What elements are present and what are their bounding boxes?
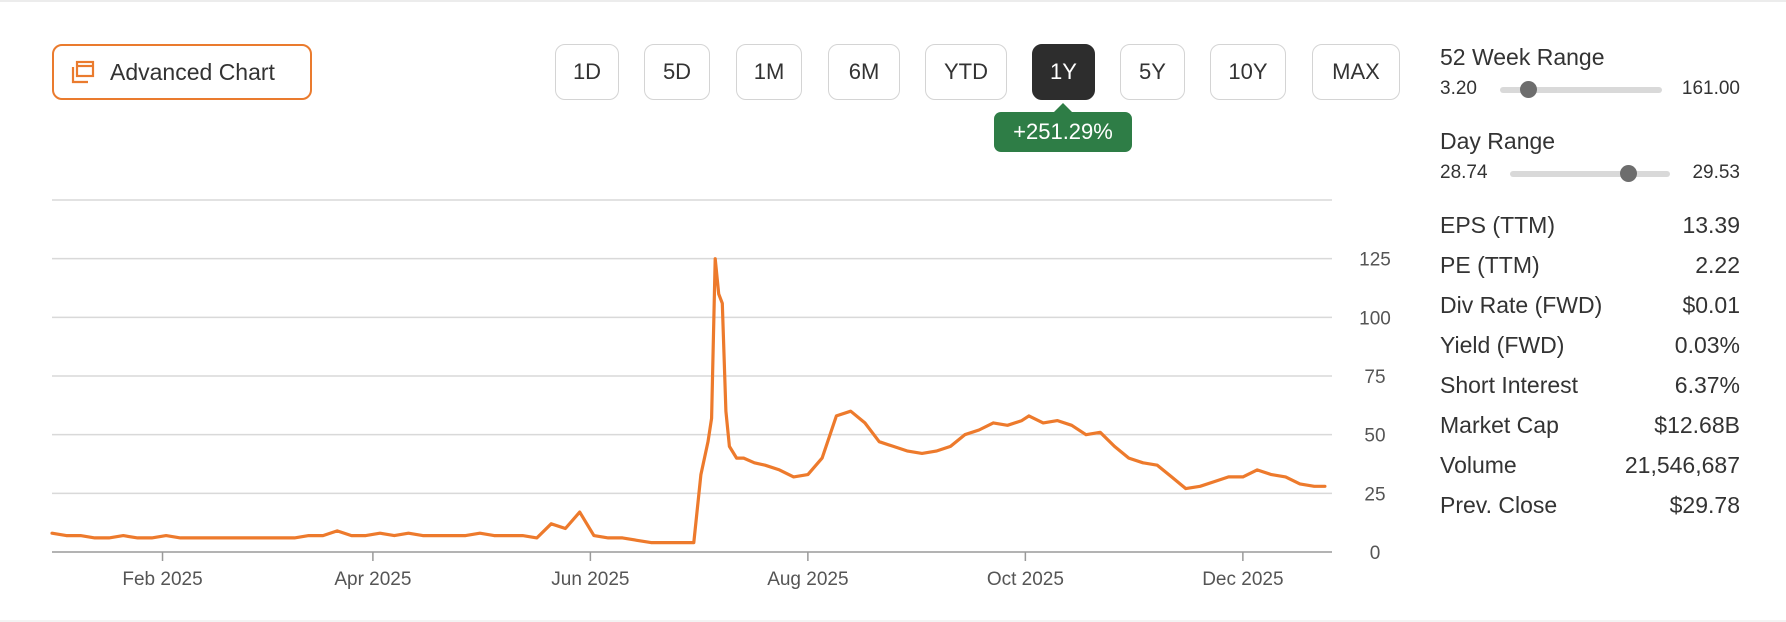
stat-value: $12.68B xyxy=(1654,411,1740,438)
advanced-chart-label: Advanced Chart xyxy=(110,58,275,85)
y-tick-label: 25 xyxy=(1364,484,1385,505)
stat-row-prev-close: Prev. Close $29.78 xyxy=(1440,489,1740,521)
range-button-5d[interactable]: 5D xyxy=(644,44,710,100)
y-tick-label: 100 xyxy=(1359,308,1391,329)
range-button-6m[interactable]: 6M xyxy=(828,44,900,100)
y-tick-label: 0 xyxy=(1370,543,1381,564)
x-tick-label: Feb 2025 xyxy=(122,569,202,590)
chart-window-icon xyxy=(71,60,95,84)
stat-label: PE (TTM) xyxy=(1440,251,1540,278)
stat-row-pe: PE (TTM) 2.22 xyxy=(1440,249,1740,281)
stat-row-short-interest: Short Interest 6.37% xyxy=(1440,369,1740,401)
stat-row-eps: EPS (TTM) 13.39 xyxy=(1440,209,1740,241)
stat-label: EPS (TTM) xyxy=(1440,211,1555,238)
stat-row-volume: Volume 21,546,687 xyxy=(1440,449,1740,481)
week52-range-marker xyxy=(1519,81,1537,98)
stat-row-market-cap: Market Cap $12.68B xyxy=(1440,409,1740,441)
stat-label: Volume xyxy=(1440,451,1517,478)
stat-row-yield: Yield (FWD) 0.03% xyxy=(1440,329,1740,361)
stat-label: Yield (FWD) xyxy=(1440,331,1565,358)
range-button-ytd[interactable]: YTD xyxy=(925,44,1007,100)
x-tick-label: Apr 2025 xyxy=(334,569,411,590)
advanced-chart-button[interactable]: Advanced Chart xyxy=(52,44,312,100)
week52-range-low: 3.20 xyxy=(1440,78,1477,99)
x-tick-label: Jun 2025 xyxy=(551,569,629,590)
range-button-max[interactable]: MAX xyxy=(1312,44,1400,100)
stat-label: Div Rate (FWD) xyxy=(1440,291,1603,318)
day-range-high: 29.53 xyxy=(1692,162,1740,183)
week52-range-title: 52 Week Range xyxy=(1440,44,1605,70)
day-range-marker xyxy=(1620,165,1638,182)
stat-row-div-rate: Div Rate (FWD) $0.01 xyxy=(1440,289,1740,321)
stat-label: Short Interest xyxy=(1440,371,1579,398)
stat-value: 13.39 xyxy=(1682,211,1740,238)
x-tick-label: Aug 2025 xyxy=(767,569,848,590)
stat-label: Market Cap xyxy=(1440,411,1559,438)
range-button-10y[interactable]: 10Y xyxy=(1210,44,1286,100)
x-tick-label: Dec 2025 xyxy=(1202,569,1283,590)
range-button-5y[interactable]: 5Y xyxy=(1120,44,1185,100)
stat-value: 6.37% xyxy=(1674,371,1740,398)
price-chart: 0 25 50 75 100 125 Feb 2025 Apr 2025 Jun 2025 Aug… xyxy=(50,199,1391,590)
week52-range-track xyxy=(1500,81,1662,98)
y-tick-label: 125 xyxy=(1359,250,1391,271)
day-range-track xyxy=(1510,165,1670,182)
range-button-1y[interactable]: 1Y xyxy=(1032,44,1095,100)
stat-label: Prev. Close xyxy=(1440,491,1558,518)
x-tick-label: Oct 2025 xyxy=(987,569,1064,590)
y-tick-label: 75 xyxy=(1364,367,1385,388)
day-range-title: Day Range xyxy=(1440,128,1556,154)
stat-value: $29.78 xyxy=(1669,491,1740,518)
change-badge: +251.29% xyxy=(994,103,1132,152)
price-series-line xyxy=(50,257,1327,545)
week52-range-high: 161.00 xyxy=(1681,78,1740,99)
range-button-1d[interactable]: 1D xyxy=(555,44,619,100)
stat-value: 0.03% xyxy=(1674,331,1740,358)
day-range-low: 28.74 xyxy=(1440,162,1488,183)
stat-value: 21,546,687 xyxy=(1624,451,1740,478)
stat-value: $0.01 xyxy=(1682,291,1740,318)
y-tick-label: 50 xyxy=(1364,426,1385,447)
range-button-1m[interactable]: 1M xyxy=(736,44,802,100)
stat-value: 2.22 xyxy=(1695,251,1740,278)
